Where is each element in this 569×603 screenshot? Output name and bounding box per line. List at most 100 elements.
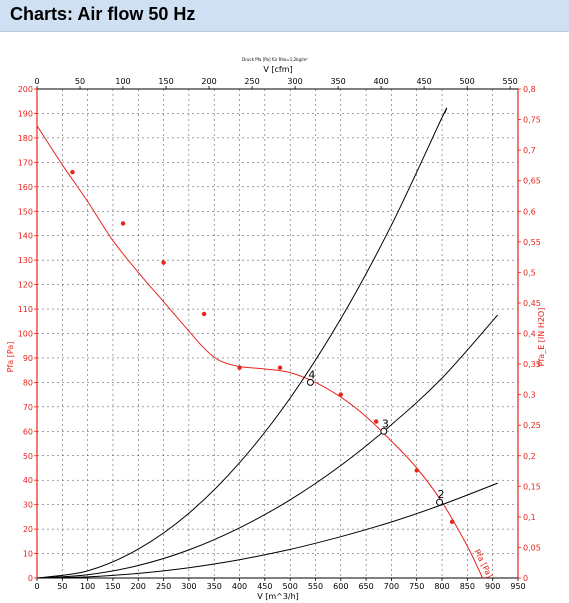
y-tick-label: 80 (23, 378, 33, 387)
right-tick-label: 0,35 (523, 360, 541, 369)
operating-point-label: 2 (438, 488, 445, 501)
x-tick-label: 750 (409, 582, 424, 591)
x-tick-label: 800 (434, 582, 449, 591)
right-tick-label: 0,75 (523, 116, 541, 125)
x-tick-label: 500 (283, 582, 298, 591)
page-title: Charts: Air flow 50 Hz (10, 4, 196, 24)
top-axis-label: V [cfm] (263, 65, 292, 74)
top-tick-label: 550 (502, 77, 517, 86)
fan-curve-marker (374, 419, 379, 424)
x-axis-label: V [m^3/h] (257, 592, 299, 601)
x-tick-label: 400 (232, 582, 247, 591)
top-tick-label: 50 (75, 77, 85, 86)
x-tick-label: 850 (460, 582, 475, 591)
system-curve-line-3 (36, 314, 499, 579)
y-tick-label: 190 (18, 109, 33, 118)
fan-curve-marker (161, 260, 166, 265)
operating-point (306, 378, 314, 386)
y-tick-label: 110 (18, 305, 33, 314)
operating-point (436, 498, 444, 506)
x-tick-label: 600 (333, 582, 348, 591)
x-tick-label: 700 (384, 582, 399, 591)
system-curve-line-2 (36, 482, 498, 579)
right-tick-label: 0,45 (523, 299, 541, 308)
x-tick-label: 350 (207, 582, 222, 591)
system-curve-line-4 (36, 107, 448, 579)
chart-title: Druck Pfa [Pa] für Rho=1,2kg/m³ (242, 57, 308, 62)
y-tick-label: 40 (23, 476, 33, 485)
operating-point-label: 3 (382, 417, 389, 430)
y-tick-label: 60 (23, 427, 33, 436)
right-tick-label: 0,8 (523, 85, 536, 94)
x-tick-label: 150 (105, 582, 120, 591)
y-tick-label: 90 (23, 354, 33, 363)
fan-curve-marker (449, 519, 455, 524)
x-tick-label: 250 (156, 582, 171, 591)
top-tick-label: 300 (287, 77, 302, 86)
y-axis-label: Pfa [Pa] (6, 342, 15, 373)
y-tick-label: 170 (18, 158, 33, 167)
x-tick-label: 950 (510, 582, 525, 591)
y-tick-label: 100 (18, 330, 33, 339)
fan-curve-line (36, 125, 484, 579)
right-axis-label: Pfa_E [IN H2O] (537, 308, 546, 367)
fan-curve-marker (338, 392, 343, 397)
top-tick-label: 0 (34, 77, 39, 86)
x-tick-label: 200 (131, 582, 146, 591)
y-tick-label: 50 (23, 452, 33, 461)
top-tick-label: 250 (244, 77, 259, 86)
x-tick-label: 900 (485, 582, 500, 591)
right-tick-label: 0,2 (523, 452, 536, 461)
grid (37, 89, 518, 578)
right-tick-label: 0,6 (523, 207, 536, 216)
right-tick-label: 0,65 (523, 177, 541, 186)
x-tick-label: 50 (57, 582, 67, 591)
fan-curve-marker (277, 365, 283, 370)
x-tick-label: 0 (34, 582, 39, 591)
operating-point (380, 427, 388, 435)
top-tick-label: 100 (115, 77, 130, 86)
top-tick-label: 400 (373, 77, 388, 86)
right-tick-label: 0,1 (523, 513, 536, 522)
y-tick-label: 120 (18, 281, 33, 290)
fan-curve-marker (414, 468, 419, 473)
operating-point-label: 4 (308, 368, 315, 381)
y-tick-label: 130 (18, 256, 33, 265)
top-tick-label: 150 (158, 77, 173, 86)
right-tick-label: 0,7 (523, 146, 536, 155)
y-tick-label: 0 (28, 574, 33, 583)
fan-curve-marker (120, 221, 126, 226)
x-tick-label: 550 (308, 582, 323, 591)
top-tick-label: 350 (330, 77, 345, 86)
fan-curve-marker (70, 169, 75, 175)
y-tick-label: 140 (18, 232, 33, 241)
fan-curve-marker (201, 311, 207, 317)
page-header: Charts: Air flow 50 Hz (0, 0, 569, 32)
right-tick-label: 0,3 (523, 391, 536, 400)
fan-performance-chart: Druck Pfa [Pa] für Rho=1,2kg/m³ V [cfm] … (6, 57, 546, 601)
top-tick-label: 450 (416, 77, 431, 86)
x-tick-label: 450 (257, 582, 272, 591)
y-tick-label: 10 (23, 550, 33, 559)
y-tick-label: 200 (18, 85, 33, 94)
right-tick-label: 0 (523, 574, 528, 583)
right-tick-label: 0,05 (523, 543, 541, 552)
x-tick-label: 100 (80, 582, 95, 591)
right-tick-label: 0,25 (523, 421, 541, 430)
y-tick-label: 180 (18, 134, 33, 143)
right-tick-label: 0,5 (523, 268, 536, 277)
fan-curve-marker (237, 365, 242, 370)
y-tick-label: 150 (18, 207, 33, 216)
y-tick-label: 30 (23, 501, 33, 510)
y-tick-label: 160 (18, 183, 33, 192)
tick-labels: 0 50 100 150 200 250 300 350 400 450 500 550 600 650 7… (18, 77, 541, 591)
series-group: 4 3 2 (36, 107, 499, 579)
y-tick-label: 70 (23, 403, 33, 412)
x-tick-label: 650 (358, 582, 373, 591)
top-tick-label: 500 (459, 77, 474, 86)
y-tick-label: 20 (23, 525, 33, 534)
right-tick-label: 0,4 (523, 330, 536, 339)
x-tick-label: 300 (181, 582, 196, 591)
right-tick-label: 0,55 (523, 238, 541, 247)
top-tick-label: 200 (201, 77, 216, 86)
